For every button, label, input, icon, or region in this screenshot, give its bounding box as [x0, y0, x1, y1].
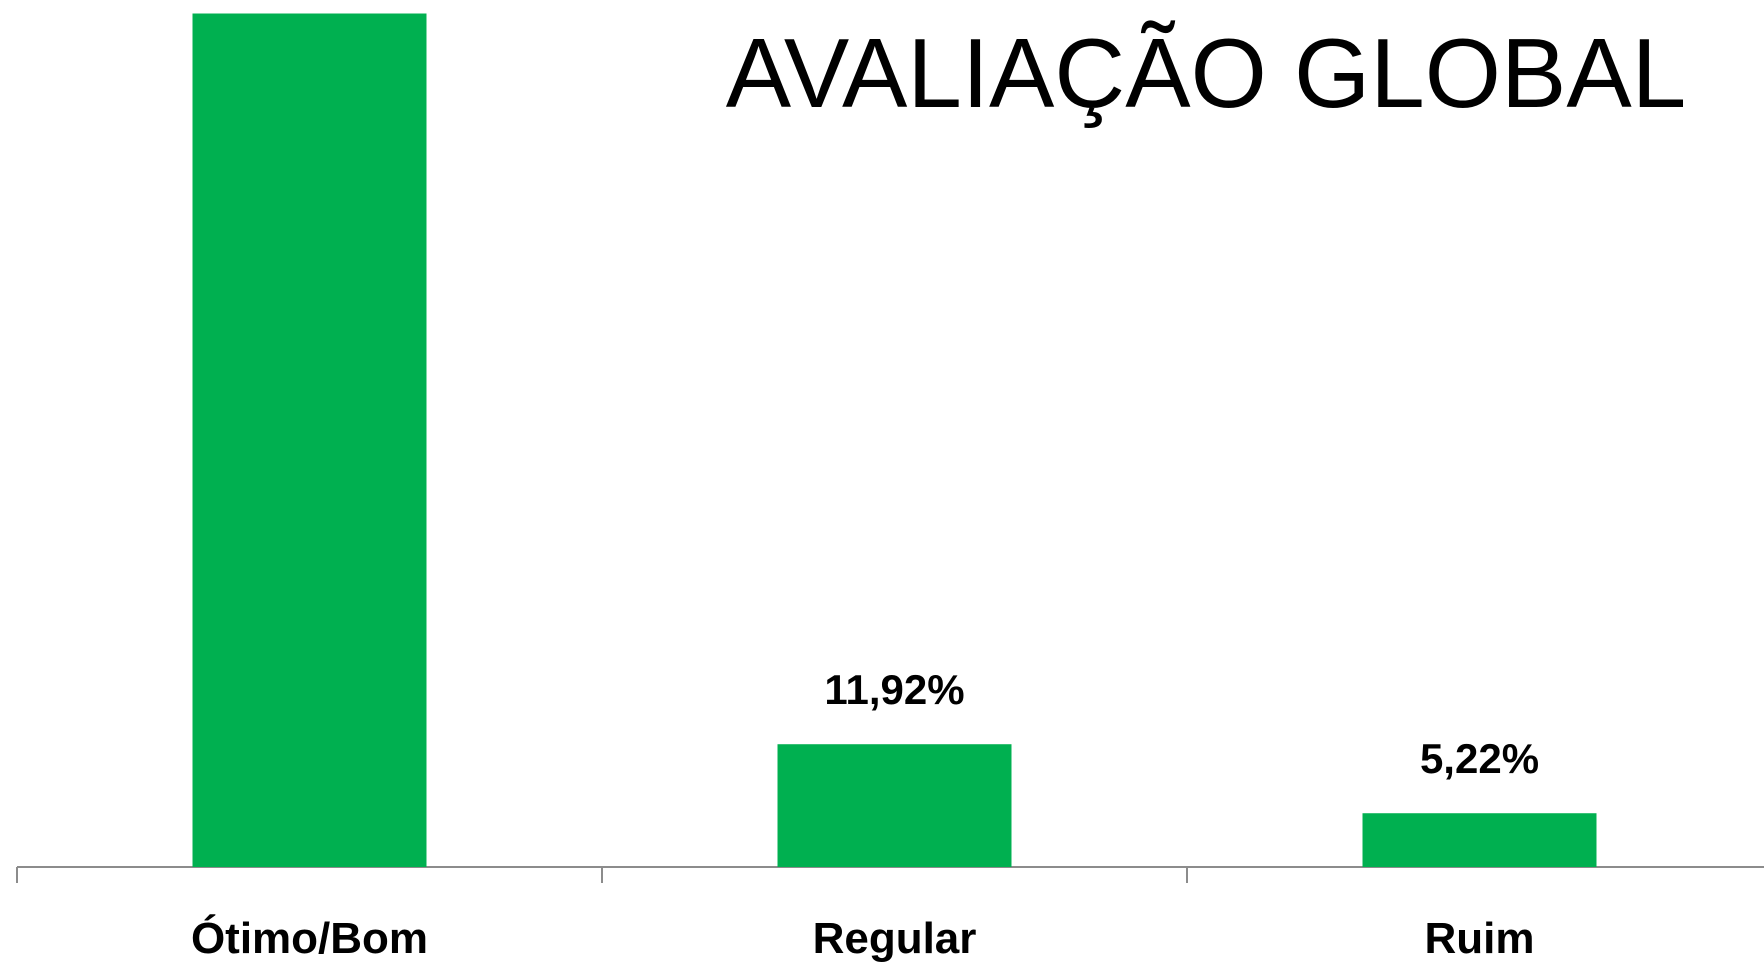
x-tick-label: Regular — [813, 914, 977, 963]
data-label: 11,92% — [824, 666, 964, 713]
bar — [1362, 813, 1597, 867]
data-label: 5,22% — [1420, 735, 1539, 782]
bar — [777, 744, 1012, 867]
chart-title: AVALIAÇÃO GLOBAL — [726, 18, 1686, 128]
bar — [192, 13, 427, 867]
x-tick-label: Ruim — [1425, 914, 1535, 963]
x-tick-label: Ótimo/Bom — [191, 913, 428, 963]
